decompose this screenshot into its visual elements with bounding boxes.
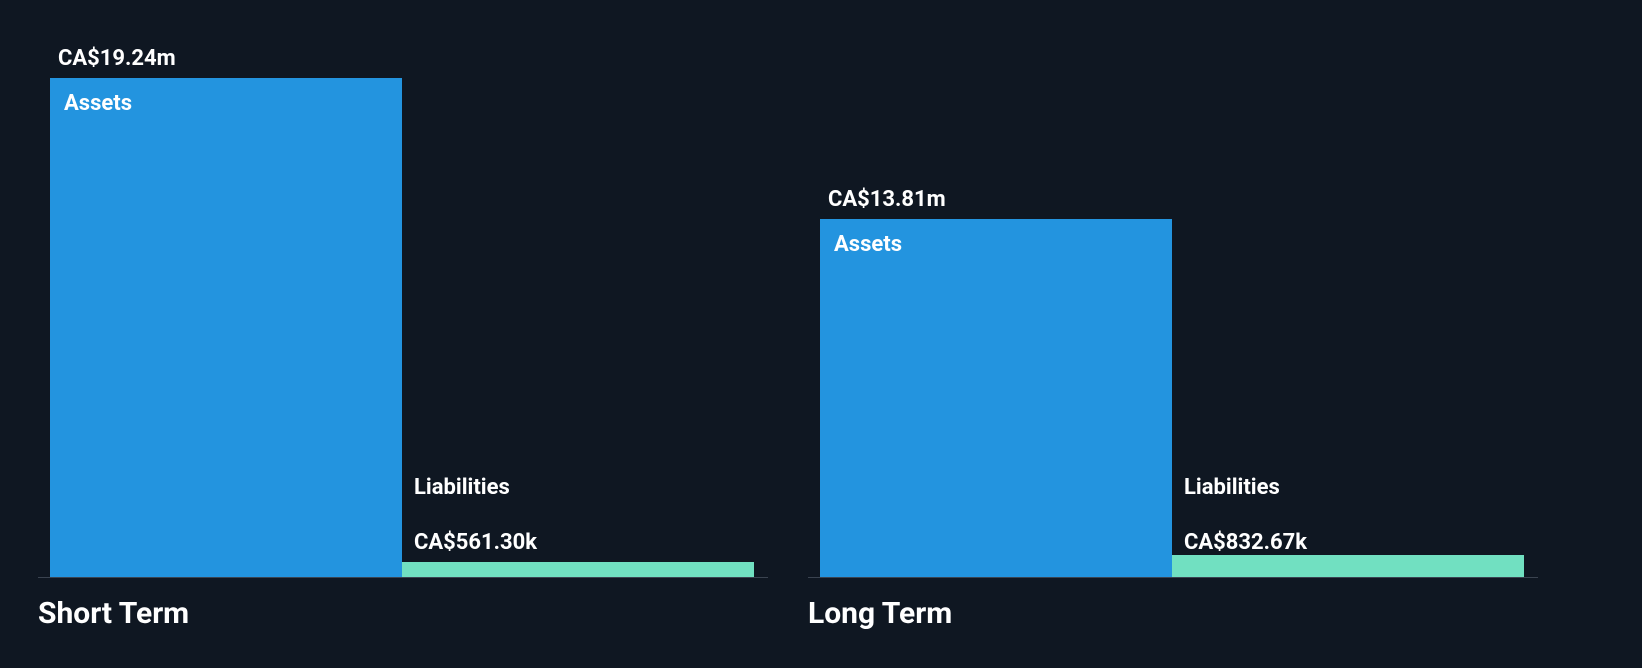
panel-title-short-term: Short Term xyxy=(38,596,189,631)
panel-short-term: CA$19.24m Assets Liabilities CA$561.30k … xyxy=(38,0,768,640)
bar-long-term-liabilities xyxy=(1172,555,1524,577)
bar-long-term-assets xyxy=(820,219,1172,577)
chart-area-short-term: CA$19.24m Assets Liabilities CA$561.30k xyxy=(38,0,768,578)
bar-caption-long-term-liabilities: Liabilities xyxy=(1184,475,1280,500)
bar-caption-short-term-assets: Assets xyxy=(64,91,132,116)
panel-long-term: CA$13.81m Assets Liabilities CA$832.67k … xyxy=(808,0,1538,640)
baseline xyxy=(38,577,768,578)
panel-title-long-term: Long Term xyxy=(808,596,952,631)
baseline xyxy=(808,577,1538,578)
bar-short-term-assets xyxy=(50,78,402,577)
value-label-long-term-liabilities: CA$832.67k xyxy=(1184,530,1307,555)
chart-canvas: CA$19.24m Assets Liabilities CA$561.30k … xyxy=(0,0,1642,668)
value-label-long-term-assets: CA$13.81m xyxy=(828,187,946,212)
bar-caption-long-term-assets: Assets xyxy=(834,232,902,257)
bar-short-term-liabilities xyxy=(402,562,754,577)
chart-area-long-term: CA$13.81m Assets Liabilities CA$832.67k xyxy=(808,0,1538,578)
value-label-short-term-assets: CA$19.24m xyxy=(58,46,176,71)
bar-caption-short-term-liabilities: Liabilities xyxy=(414,475,510,500)
value-label-short-term-liabilities: CA$561.30k xyxy=(414,530,537,555)
